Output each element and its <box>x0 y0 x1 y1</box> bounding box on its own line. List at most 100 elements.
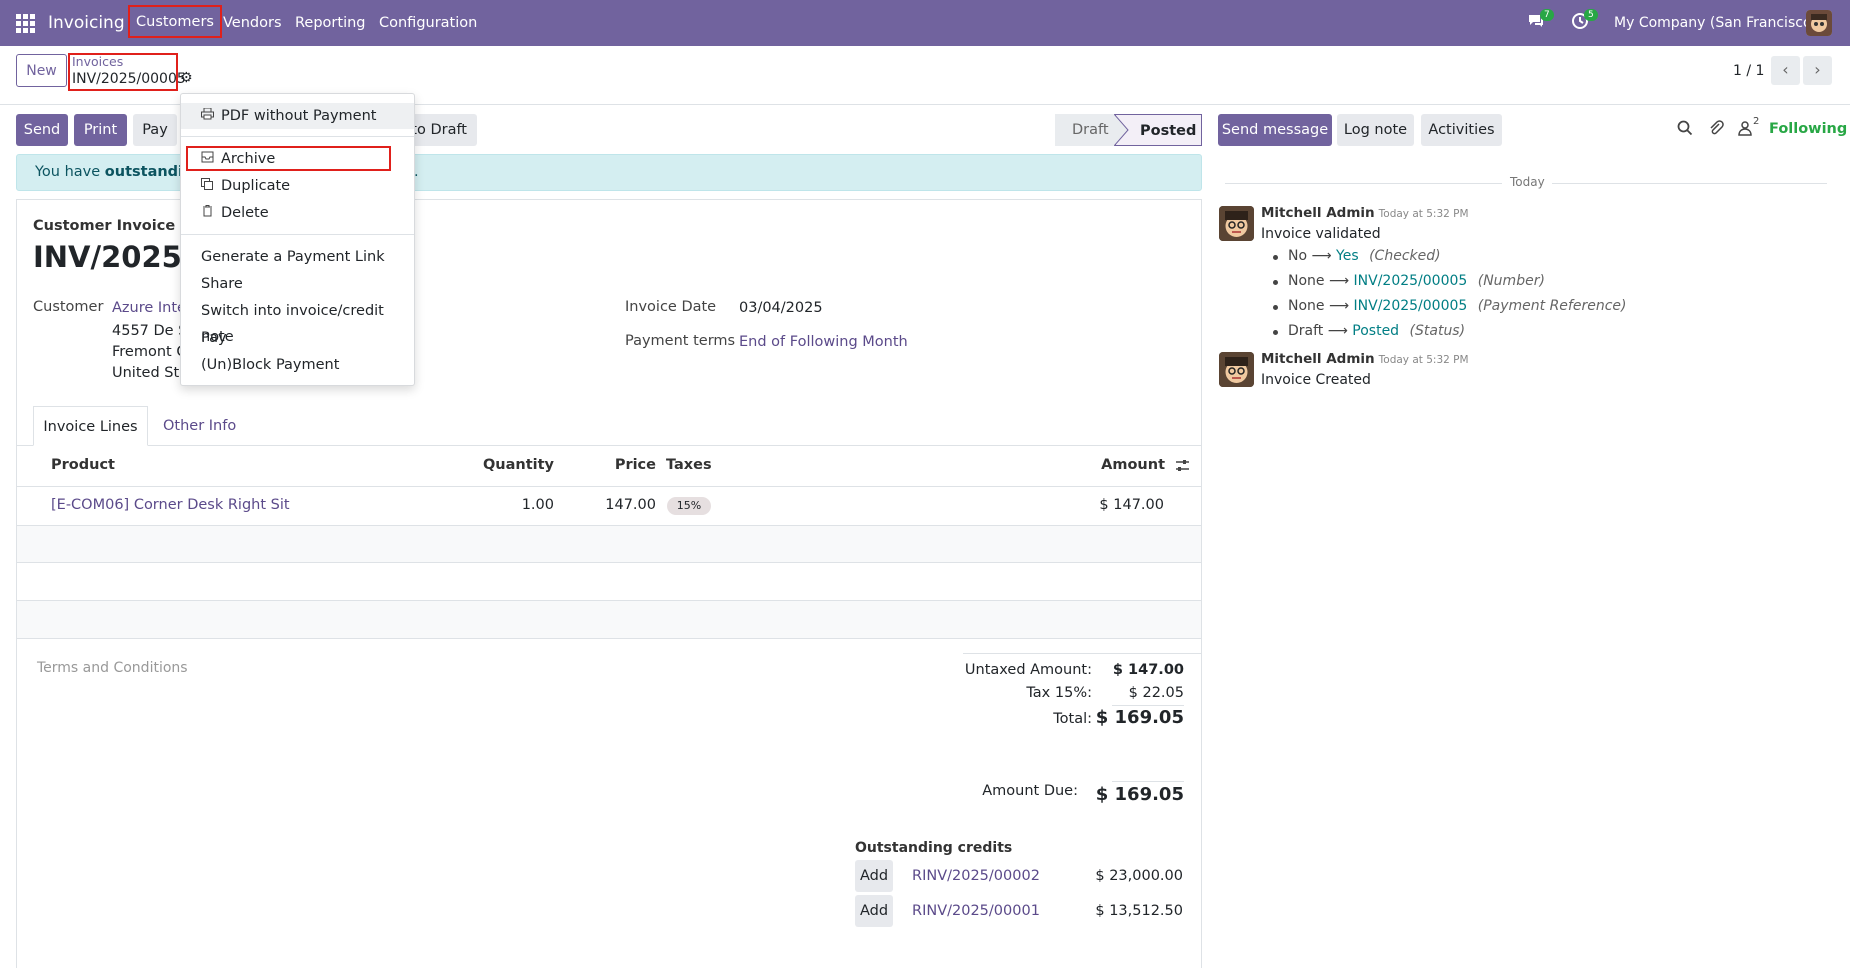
invoice-date-value[interactable]: 03/04/2025 <box>739 300 823 316</box>
table-header-divider <box>17 486 1201 487</box>
line-product[interactable]: [E-COM06] Corner Desk Right Sit <box>51 497 290 513</box>
invoice-date-label: Invoice Date <box>625 299 717 315</box>
user-avatar[interactable] <box>1806 10 1832 36</box>
company-switcher[interactable]: My Company (San Francisco) <box>1614 15 1817 31</box>
today-separator: Today <box>1510 175 1545 189</box>
menu-item-delete[interactable]: Delete <box>181 200 414 226</box>
activities-clock-icon[interactable]: 5 <box>1571 9 1598 34</box>
menu-item-unblock-payment[interactable]: (Un)Block Payment <box>201 357 340 373</box>
col-quantity[interactable]: Quantity <box>482 457 554 473</box>
followers-icon[interactable] <box>1737 120 1753 140</box>
empty-row <box>17 601 1201 638</box>
change-new: INV/2025/00005 <box>1353 298 1468 314</box>
author-avatar[interactable] <box>1219 206 1254 241</box>
change-old: None <box>1288 273 1325 289</box>
breadcrumb-invoices[interactable]: Invoices <box>72 54 124 69</box>
change-old: Draft <box>1288 323 1324 339</box>
change-field: (Number) <box>1477 273 1545 289</box>
outstanding-credits-title: Outstanding credits <box>855 840 1013 856</box>
empty-row <box>17 526 1201 562</box>
amount-due-value: $ 169.05 <box>1095 784 1184 805</box>
totals-divider <box>963 653 1201 654</box>
pager-next-icon[interactable]: › <box>1803 56 1832 85</box>
line-quantity[interactable]: 1.00 <box>521 497 554 513</box>
gear-icon[interactable]: ⚙ <box>180 70 193 86</box>
tab-other-info[interactable]: Other Info <box>163 418 237 434</box>
tabs-underline <box>17 445 1201 446</box>
total-label: Total: <box>1053 711 1092 727</box>
menu-reporting[interactable]: Reporting <box>295 15 366 31</box>
app-name[interactable]: Invoicing <box>48 13 125 33</box>
message-author-name[interactable]: Mitchell Admin <box>1261 351 1375 367</box>
new-button[interactable]: New <box>16 54 67 87</box>
status-posted[interactable]: Posted <box>1115 114 1202 146</box>
untaxed-amount-label: Untaxed Amount: <box>964 662 1092 678</box>
add-credit-button[interactable]: Add <box>855 895 893 927</box>
archive-highlight <box>186 146 391 171</box>
send-button[interactable]: Send <box>16 114 68 146</box>
pay-button[interactable]: Pay <box>133 114 177 146</box>
menu-customers[interactable]: Customers <box>128 5 222 38</box>
untaxed-amount-value: $ 147.00 <box>1112 662 1184 678</box>
menu-item-share[interactable]: Share <box>201 276 243 292</box>
log-note-button[interactable]: Log note <box>1337 114 1414 146</box>
row-divider <box>17 638 1201 639</box>
tracking-change: None ⟶ INV/2025/00005 (Number) <box>1273 273 1545 289</box>
credit-reference-link[interactable]: RINV/2025/00002 <box>912 868 1040 884</box>
message-author-name[interactable]: Mitchell Admin <box>1261 205 1375 221</box>
amount-due-divider <box>1112 781 1184 782</box>
add-credit-button[interactable]: Add <box>855 860 893 892</box>
following-button[interactable]: Following <box>1769 121 1848 137</box>
activities-button[interactable]: Activities <box>1421 114 1502 146</box>
menu-item-label: PDF without Payment <box>221 108 377 124</box>
col-product[interactable]: Product <box>51 457 115 473</box>
alert-suffix: . <box>414 164 419 180</box>
pager-value[interactable]: 1 / 1 <box>1733 63 1765 79</box>
menu-item-pay[interactable]: Pay <box>201 330 227 346</box>
tracking-change: Draft ⟶ Posted (Status) <box>1273 323 1465 339</box>
pager-previous-icon[interactable]: ‹ <box>1771 56 1800 85</box>
tab-invoice-lines[interactable]: Invoice Lines <box>33 406 148 446</box>
customer-label: Customer <box>33 299 104 315</box>
menu-item-generate-payment-link[interactable]: Generate a Payment Link <box>201 249 385 265</box>
message-timestamp: Today at 5:32 PM <box>1378 208 1469 220</box>
credit-reference-link[interactable]: RINV/2025/00001 <box>912 903 1040 919</box>
control-panel: New Invoices INV/2025/00005 ⚙ 1 / 1 ‹ › <box>0 46 1850 105</box>
col-taxes[interactable]: Taxes <box>666 457 712 473</box>
payment-terms-label: Payment terms <box>625 333 736 349</box>
trash-icon <box>201 200 221 226</box>
line-amount[interactable]: $ 147.00 <box>1099 497 1164 513</box>
column-settings-icon[interactable] <box>1175 458 1190 477</box>
total-divider <box>1112 705 1184 706</box>
send-message-button[interactable]: Send message <box>1218 114 1332 146</box>
message-author[interactable]: Mitchell Admin Today at 5:32 PM <box>1261 205 1469 221</box>
menu-configuration[interactable]: Configuration <box>379 15 478 31</box>
menu-item-archive[interactable]: Archive <box>181 146 414 172</box>
apps-menu-icon[interactable] <box>16 14 35 33</box>
menu-item-switch-credit-note[interactable]: Switch into invoice/credit note <box>201 303 384 345</box>
arrow-right-icon: ⟶ <box>1311 248 1337 264</box>
row-divider <box>17 562 1201 563</box>
menu-item-duplicate[interactable]: Duplicate <box>181 173 414 199</box>
menu-vendors[interactable]: Vendors <box>223 15 282 31</box>
paperclip-icon[interactable] <box>1708 120 1724 140</box>
col-price[interactable]: Price <box>614 457 656 473</box>
total-value: $ 169.05 <box>1095 707 1184 728</box>
gear-dropdown-menu: PDF without Payment Archive Duplicate De… <box>180 93 415 386</box>
col-amount[interactable]: Amount <box>1101 457 1165 473</box>
status-draft[interactable]: Draft <box>1055 114 1115 146</box>
messages-icon[interactable]: 7 <box>1527 9 1554 34</box>
credit-amount: $ 13,512.50 <box>1095 903 1183 919</box>
line-price[interactable]: 147.00 <box>605 497 656 513</box>
author-avatar[interactable] <box>1219 352 1254 387</box>
menu-item-pdf-without-payment[interactable]: PDF without Payment <box>181 103 414 129</box>
print-button[interactable]: Print <box>74 114 127 146</box>
line-tax-badge: 15% <box>667 497 711 515</box>
breadcrumb-highlight <box>68 53 178 91</box>
message-author[interactable]: Mitchell Admin Today at 5:32 PM <box>1261 351 1469 367</box>
customer-address-line: Fremont C <box>112 344 187 360</box>
customer-name-link[interactable]: Azure Inter <box>112 300 192 316</box>
terms-conditions-field[interactable]: Terms and Conditions <box>37 660 188 676</box>
payment-terms-value[interactable]: End of Following Month <box>739 334 908 350</box>
search-icon[interactable] <box>1677 120 1693 140</box>
